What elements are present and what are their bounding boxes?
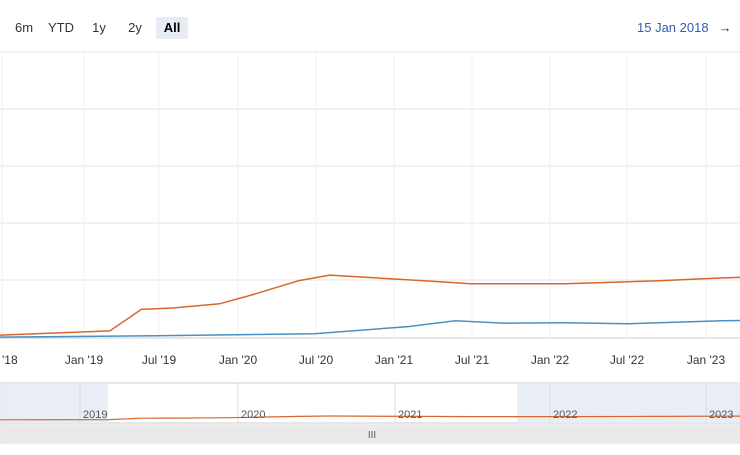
x-tick-label: Jul '22 xyxy=(610,353,645,367)
navigator-labels: 2019 2020 2021 2022 2023 xyxy=(83,409,733,421)
series-line-orange xyxy=(0,274,740,336)
navigator-year-label: 2023 xyxy=(709,409,733,421)
range-button-2y[interactable]: 2y xyxy=(128,20,142,35)
x-tick-label: Jul '19 xyxy=(142,353,177,367)
x-tick-label: Jul '21 xyxy=(455,353,490,367)
range-button-6m[interactable]: 6m xyxy=(14,20,34,35)
x-tick-label: Jan '19 xyxy=(65,353,104,367)
navigator-year-label: 2019 xyxy=(83,409,107,421)
x-tick-label: Jan '21 xyxy=(375,353,414,367)
date-from-input[interactable]: 15 Jan 2018 xyxy=(637,20,709,35)
x-tick-label: Jan '23 xyxy=(687,353,726,367)
scrollbar-thumb[interactable] xyxy=(0,426,740,442)
x-tick-label: Jan '22 xyxy=(531,353,570,367)
navigator-year-label: 2020 xyxy=(241,409,265,421)
navigator-year-label: 2021 xyxy=(398,409,422,421)
scrollbar-handle-icon[interactable]: III xyxy=(368,430,376,441)
navigator-series xyxy=(0,415,740,421)
navigator-year-label: 2022 xyxy=(553,409,577,421)
arrow-right-icon: → xyxy=(718,20,732,35)
range-button-ytd[interactable]: YTD xyxy=(48,20,74,35)
series-line-blue xyxy=(0,319,740,338)
x-tick-label: '18 xyxy=(2,353,18,367)
range-button-1y[interactable]: 1y xyxy=(92,20,106,35)
range-button-all[interactable]: All xyxy=(156,17,188,39)
navigator-mask-left xyxy=(0,383,108,423)
navigator-series-line xyxy=(0,415,740,421)
chart-grid xyxy=(0,51,740,339)
series-layer xyxy=(0,274,740,338)
x-tick-label: Jan '20 xyxy=(219,353,258,367)
x-tick-label: Jul '20 xyxy=(299,353,334,367)
date-range-display[interactable]: 15 Jan 2018 → xyxy=(637,20,732,35)
x-axis-labels: '18 Jan '19 Jul '19 Jan '20 Jul '20 Jan '21 Ju… xyxy=(2,353,725,367)
